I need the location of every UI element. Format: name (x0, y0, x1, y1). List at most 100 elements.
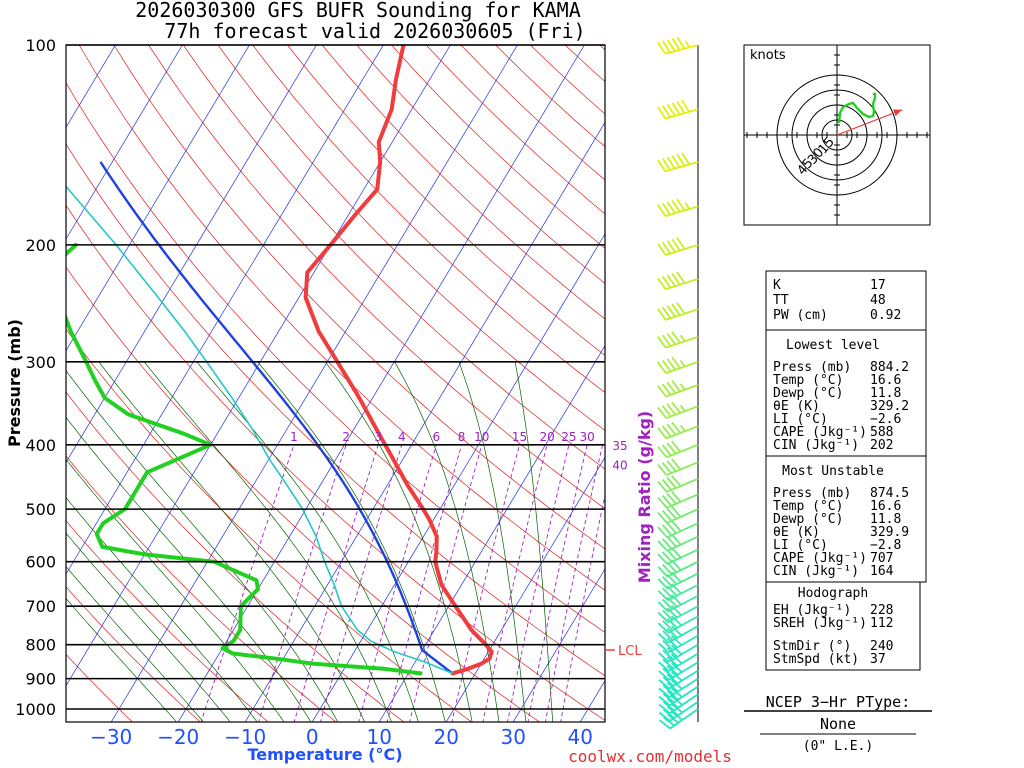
moist-adiabat (394, 361, 500, 722)
mixing-ratio-line (293, 444, 379, 722)
wind-barb-staff (669, 685, 699, 706)
wind-barb-flag (666, 607, 678, 619)
index-value: 0.92 (870, 308, 901, 323)
wind-barb-flag (657, 601, 669, 613)
wind-barb-half-flag (684, 202, 691, 210)
wind-barb-flag (676, 101, 686, 114)
dry-adiabat (66, 391, 405, 722)
wind-barb-staff (667, 583, 699, 602)
wind-barb-staff (665, 405, 699, 420)
wind-barb (657, 152, 699, 173)
wind-barb-flag (671, 401, 681, 414)
mixing-ratio-line (560, 493, 605, 722)
dry-adiabat (66, 586, 201, 722)
wind-barb-flag (671, 102, 681, 115)
wind-barb-flag (658, 652, 670, 663)
wind-barb-flag (671, 421, 682, 434)
index-label: CIN (Jkg⁻¹) (773, 438, 859, 453)
wind-barb-staff (667, 615, 699, 634)
index-value: −2.6 (870, 412, 901, 427)
dry-adiabat (66, 204, 605, 721)
wind-barb-flag (661, 202, 671, 216)
wind-barb-flag (661, 510, 673, 522)
wind-barb-flag (666, 596, 678, 608)
wind-barb-staff (665, 335, 699, 349)
mixing-ratio-line (545, 444, 604, 722)
index-value: 240 (870, 639, 893, 654)
moist-adiabat (514, 361, 554, 722)
x-axis-label: Temperature (°C) (247, 745, 402, 764)
wind-barb (657, 533, 699, 552)
mixing-ratio-label: 2 (342, 430, 350, 444)
wind-barb-flag (666, 274, 676, 287)
wind-barb-flag (671, 703, 683, 714)
dry-adiabat (66, 143, 605, 677)
wind-barb (658, 700, 699, 722)
mixing-ratio-label: 30 (579, 430, 594, 444)
dry-adiabat (66, 520, 269, 722)
wind-barb-flag (671, 331, 681, 344)
wind-barb-flag (676, 302, 686, 315)
wind-barb-flag (676, 153, 686, 167)
wind-barb (657, 625, 699, 644)
temperature-tick-label: 30 (500, 725, 525, 749)
wind-barb-staff (664, 44, 699, 55)
index-value: 11.8 (870, 512, 901, 527)
wind-barb-flag (661, 425, 672, 438)
wind-barb-flag (666, 522, 677, 534)
parcel-path-line (99, 161, 454, 675)
isotherm (445, 456, 605, 722)
wind-barb-flag (671, 37, 681, 51)
wind-barb (657, 331, 699, 349)
wind-barb-flag (658, 695, 671, 706)
wind-barb-flag (662, 620, 674, 631)
wind-barb-flag (657, 496, 668, 509)
wind-barb-flag (657, 464, 668, 476)
wind-barb-flag (671, 356, 681, 369)
index-value: 329.9 (870, 525, 909, 540)
temperature-tick-label: 40 (567, 725, 592, 749)
wind-barb-flag (661, 405, 672, 417)
wind-barb (657, 604, 699, 624)
wind-barb (658, 643, 699, 663)
moist-adiabat (66, 598, 178, 722)
dry-adiabat (217, 45, 605, 431)
wind-barb (657, 520, 699, 539)
index-label: K (773, 278, 781, 293)
index-value: 16.6 (870, 499, 901, 514)
moist-adiabat (66, 532, 231, 722)
wind-barb-flag (658, 719, 671, 730)
wind-barb-staff (666, 548, 699, 565)
wind-barb-flag (671, 440, 682, 453)
mixing-ratio-label: 25 (561, 430, 576, 444)
wind-barb-flag (658, 711, 671, 722)
index-label: EH (Jkg⁻¹) (773, 603, 851, 618)
wind-barb-flag (666, 423, 677, 436)
wind-barb-flag (662, 598, 673, 610)
wind-barb-flag (671, 671, 683, 682)
wind-barb-flag (670, 615, 683, 627)
wind-barb-staff (667, 605, 699, 624)
wind-barb-flag (657, 553, 668, 565)
wind-barb-flag (666, 240, 676, 253)
index-label: TT (773, 293, 789, 308)
ptype-accumulation: (0" L.E.) (803, 739, 873, 754)
wind-barb-flag (661, 334, 672, 347)
wind-barb-flag (666, 647, 678, 658)
wind-barb-flag (661, 551, 673, 563)
wind-barb-flag (681, 152, 691, 165)
wind-barb-flag (666, 617, 678, 629)
wind-barb-flag (670, 604, 682, 616)
wind-barb-flag (657, 361, 667, 374)
wind-barb-flag (666, 637, 678, 649)
wind-barb-flag (657, 406, 667, 419)
temperature-tick-label: −30 (90, 725, 132, 749)
mixing-ratio-line (527, 444, 588, 722)
wind-barb-flag (666, 561, 678, 573)
wind-barb-staff (665, 360, 699, 374)
moist-adiabat (98, 361, 366, 722)
wind-barb-half-flag (679, 383, 686, 391)
wind-barb-flag (666, 673, 679, 684)
mixing-ratio-label: 40 (612, 458, 627, 472)
wind-barb-half-flag (679, 359, 686, 368)
